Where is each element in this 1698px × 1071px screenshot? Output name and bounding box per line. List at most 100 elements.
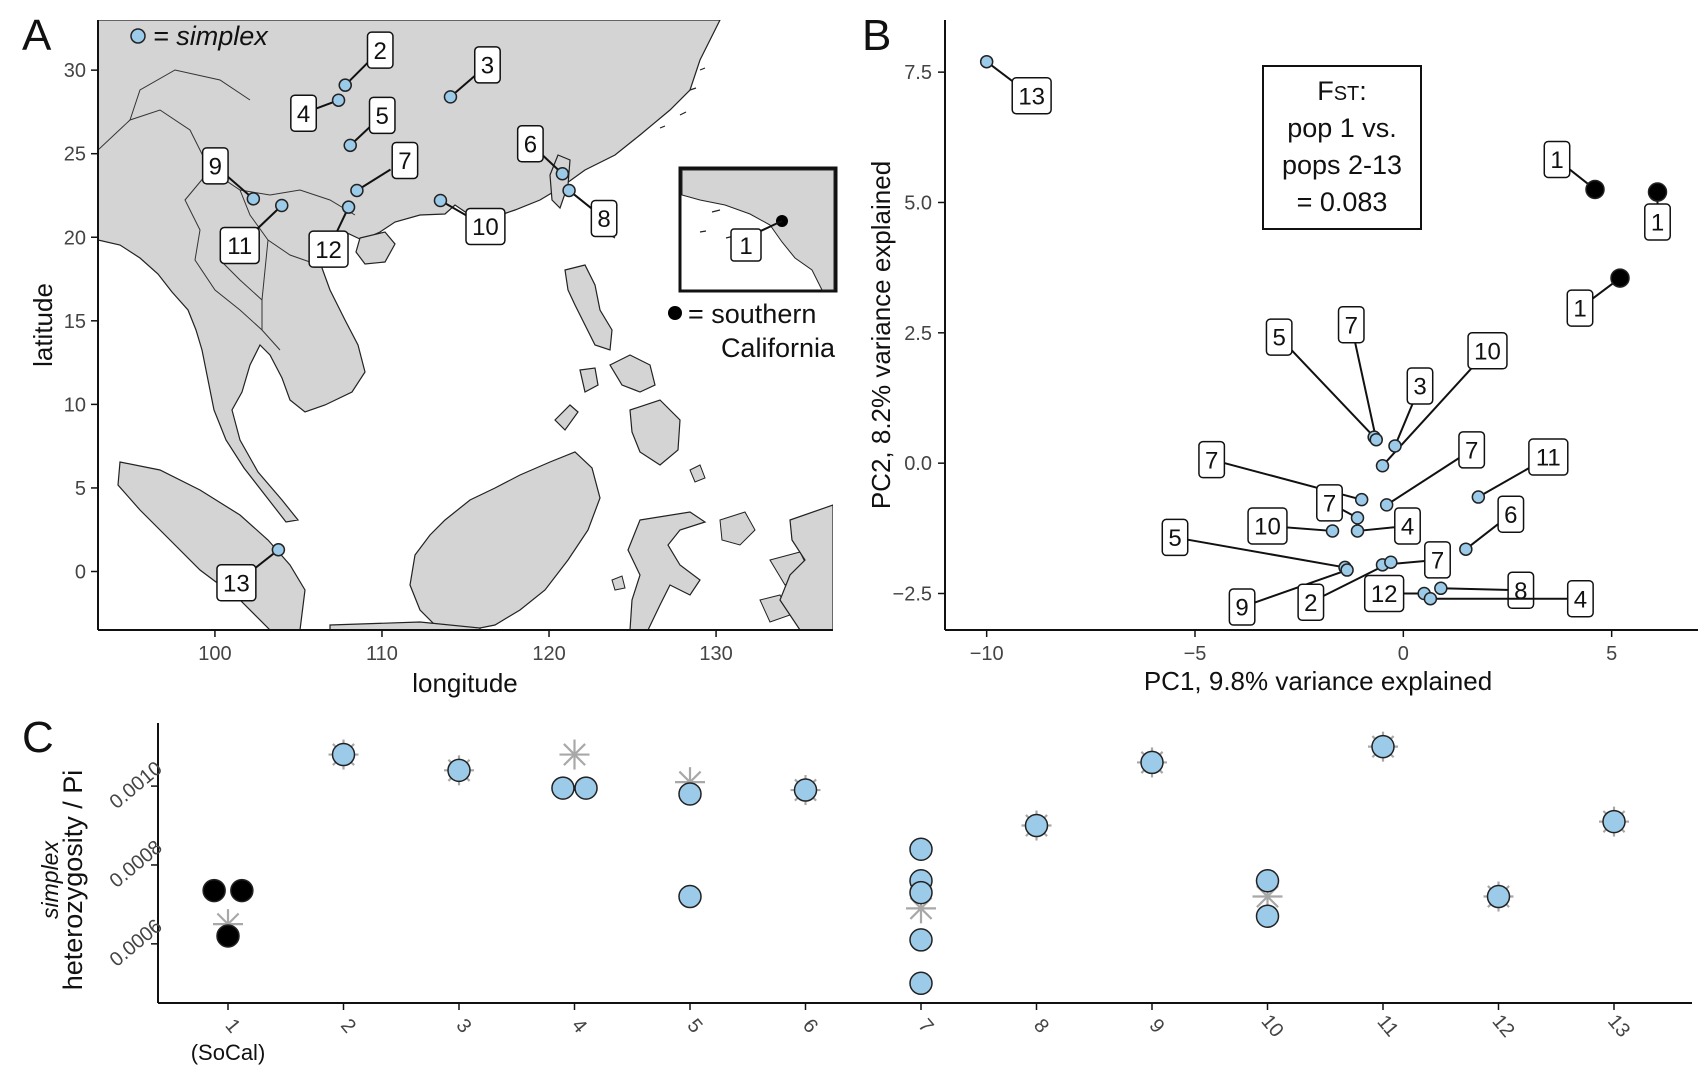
pca-label-12: 12 [1363,574,1405,613]
svg-text:10: 10 [1474,338,1501,365]
het-point-pop-10 [1255,868,1280,893]
pca-label-7: 7 [1424,541,1451,579]
map-label-10: 10 [465,207,506,246]
pca-y-tick-label: 2.5 [904,323,932,345]
pca-y-tick-label: 7.5 [904,62,932,84]
pca-point-4 [1350,524,1365,538]
pca-x-tick-label: 5 [1606,643,1617,665]
pca-point-6 [1459,542,1473,556]
svg-text:4: 4 [1401,514,1414,541]
map-point-3 [443,90,458,104]
pca-label-7: 7 [1337,305,1365,344]
map-point-10 [433,193,448,208]
het-point-pop-13 [1602,809,1626,834]
map-y-tick-label: 0 [75,562,86,584]
map-label-4: 4 [290,94,318,132]
map-point-7 [350,183,364,198]
pca-point-10 [1375,459,1390,473]
pca-x-tick-label: −10 [970,643,1004,665]
map-label-8: 8 [590,199,618,238]
map-label-11: 11 [219,226,260,265]
het-point-pop-7 [909,928,933,952]
map-y-tick-label: 5 [75,478,86,500]
het-x-tick-label: 11 [1372,1011,1402,1041]
pca-point-4 [1423,591,1438,606]
map-ticks: 100 110 120 130 0 5 10 15 20 25 30 [64,60,733,665]
pca-point-3 [1388,439,1402,453]
map-point-8 [562,183,576,198]
het-x-tick-label: 3 [452,1015,476,1038]
pca-y-label: PC2, 8.2% variance explained [866,161,896,509]
fst-line-4: = 0.083 [1297,187,1388,217]
map-y-tick-label: 30 [64,60,86,82]
het-x-tick-label: 6 [798,1015,822,1038]
map-label-7: 7 [391,141,419,180]
map-label-2: 2 [366,31,394,69]
het-x-sublabel: (SoCal) [191,1040,266,1065]
svg-text:8: 8 [1514,578,1527,605]
het-point-pop-6 [793,778,818,802]
het-point-pop-11 [1371,734,1395,759]
map-label-6: 6 [516,125,544,163]
fst-title: FST: [1317,76,1367,106]
svg-text:3: 3 [481,53,494,80]
pca-label-13: 13 [1011,76,1052,115]
het-point-pop-5 [678,782,702,806]
pca-x-tick-label: −5 [1184,643,1207,665]
pca-point-1 [1647,182,1668,202]
pca-point-7 [1379,498,1394,512]
map-point-9 [246,192,261,206]
het-point-pop-1 [230,878,254,903]
pca-point-9 [1340,563,1354,577]
inset-label: 1 [739,233,752,260]
het-x-tick-label: 4 [567,1015,591,1038]
svg-text:10: 10 [472,214,499,241]
panel-c-letter: C [22,713,54,762]
het-point-pop-4 [551,776,575,800]
ryukyu-islands [599,67,706,239]
panel-a-map: A [22,11,838,698]
map-label-3: 3 [473,46,501,84]
het-point-pop-3 [447,758,471,783]
het-points [202,731,1629,996]
map-y-tick-label: 15 [64,311,86,333]
het-point-pop-2 [331,742,356,767]
pca-y-tick-label: −2.5 [893,584,932,606]
pca-label-10: 10 [1247,507,1288,545]
pca-label-3: 3 [1406,367,1434,405]
het-point-pop-4 [574,776,598,800]
map-y-label: latitude [28,283,58,367]
svg-text:7: 7 [1431,547,1444,574]
svg-text:7: 7 [398,148,411,175]
het-y-label-italic: simplex [37,840,63,919]
het-point-pop-1 [202,878,226,903]
svg-text:1: 1 [1651,210,1664,237]
svg-text:2: 2 [1304,590,1317,617]
panel-b-letter: B [862,11,891,60]
pca-label-8: 8 [1507,571,1535,610]
fst-box: FST: pop 1 vs. pops 2-13 = 0.083 [1262,65,1422,230]
svg-text:12: 12 [1371,581,1398,608]
pca-label-5: 5 [1161,518,1189,557]
pca-label-9: 9 [1228,588,1256,626]
map-point-2 [338,78,352,92]
pca-label-11: 11 [1528,438,1569,476]
map-point-4 [331,93,346,107]
legend-socal-dot [668,306,682,320]
het-x-tick-label: 2 [336,1015,360,1038]
pca-label-7: 7 [1458,431,1486,469]
pca-label-6: 6 [1497,495,1525,533]
legend-simplex-text: = simplex [153,21,269,51]
svg-text:4: 4 [1574,586,1587,613]
pca-point-13 [979,54,994,69]
het-point-pop-1 [216,924,240,948]
svg-text:7: 7 [1205,447,1218,474]
panel-b-pca: B −10 −5 0 5 −2.5 0.0 2.5 5.0 7.5 PC1, 9.8% vari… [862,11,1698,696]
pca-label-1: 1 [1644,203,1671,241]
svg-text:6: 6 [524,131,537,158]
map-x-tick-label: 100 [198,643,231,665]
pca-label-4: 4 [1394,507,1421,545]
